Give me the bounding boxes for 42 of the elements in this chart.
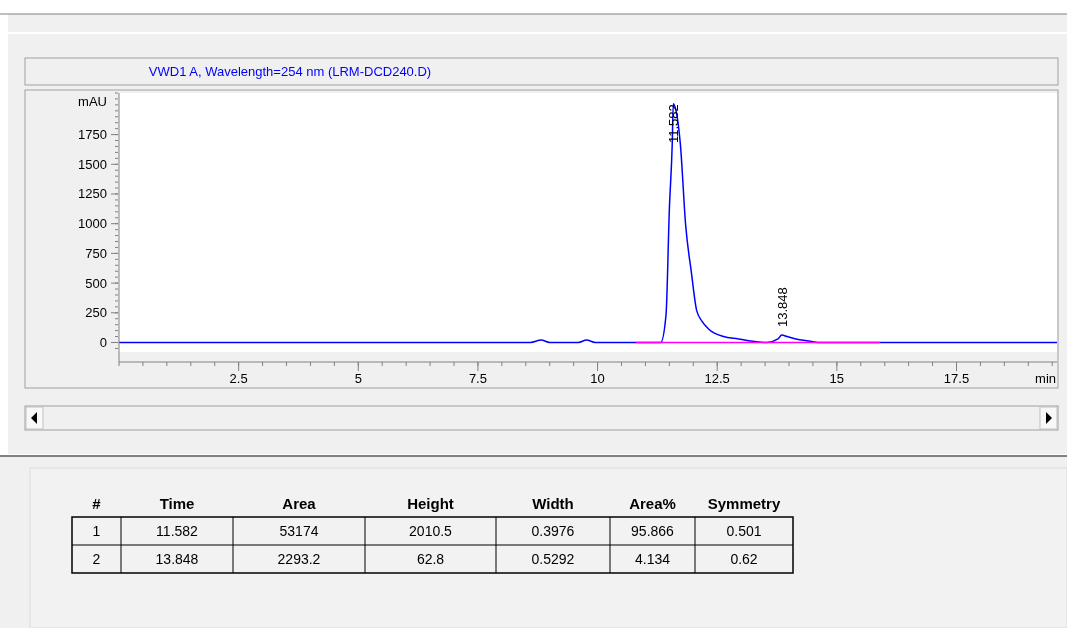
x-tick-label: 2.5: [229, 371, 248, 386]
text: 13.848: [155, 551, 199, 567]
text: Height: [407, 494, 454, 512]
text: Symmetry: [707, 494, 781, 512]
text: 53174: [279, 523, 319, 539]
y-axis-title: mAU: [78, 94, 107, 109]
text: 0.501: [726, 523, 762, 539]
x-tick-label: 10: [590, 371, 605, 386]
text: 0.62: [730, 551, 758, 567]
x-tick-label: 7.5: [468, 371, 487, 386]
text: #: [92, 494, 102, 512]
text: 62.8: [416, 551, 445, 567]
text: 1: [92, 523, 101, 539]
y-tick-label: 750: [85, 245, 107, 261]
annotation: 11.582: [666, 104, 682, 143]
line-series: [119, 102, 1058, 344]
text: 0.3976: [531, 523, 575, 539]
text: 95.866: [631, 523, 675, 539]
y-tick-label: 1000: [78, 216, 107, 232]
text: 2293.2: [277, 551, 321, 567]
x-tick-label: 17.5: [943, 371, 970, 386]
text: Time: [159, 494, 195, 512]
text: 2: [92, 551, 101, 567]
chart-title: VWD1 A, Wavelength=254 nm (LRM-DCD240.D): [148, 64, 432, 79]
text: 11.582: [156, 523, 199, 539]
text: 0.5292: [531, 551, 575, 567]
y-tick-label: 1750: [78, 127, 107, 143]
annotation: 13.848: [774, 287, 790, 328]
text: 4.134: [634, 551, 671, 567]
x-tick-label: 15: [829, 371, 845, 386]
text: Width: [532, 494, 574, 512]
y-tick-label: 250: [85, 305, 107, 321]
text: Area%: [629, 494, 676, 512]
text: Area: [282, 494, 317, 512]
x-tick-label: 12.5: [704, 371, 730, 386]
x-axis-title: min: [1035, 371, 1056, 386]
y-tick-label: 0: [99, 335, 107, 350]
y-tick-label: 1500: [78, 156, 107, 172]
text: 2010.5: [409, 523, 453, 539]
y-tick-label: 1250: [78, 186, 107, 202]
x-tick-label: 5: [354, 371, 362, 386]
y-tick-label: 500: [85, 275, 107, 291]
